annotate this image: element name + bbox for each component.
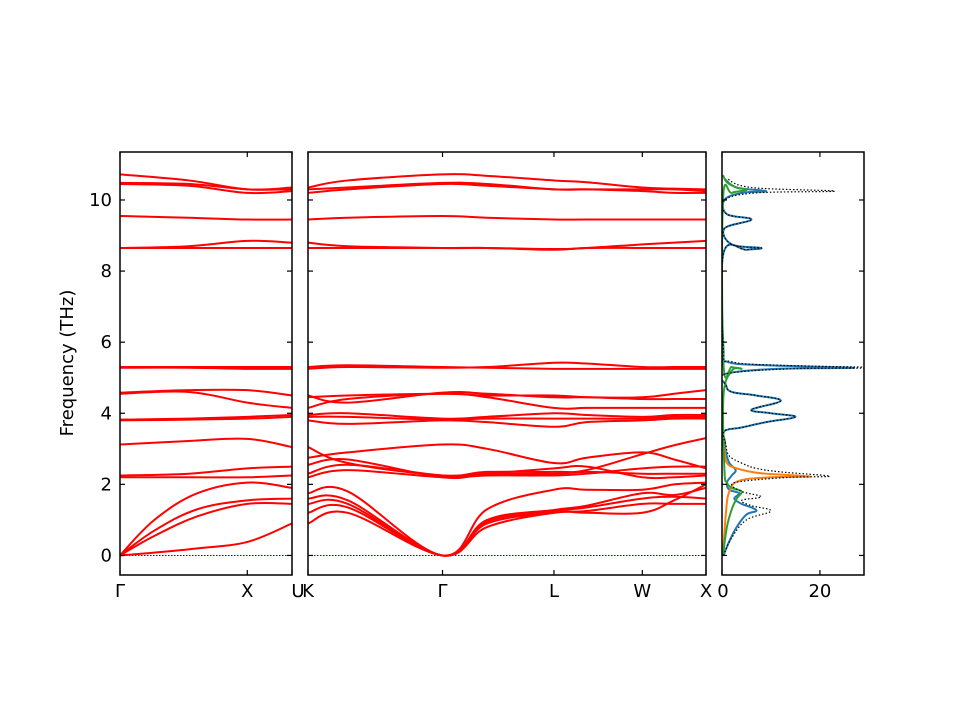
- dos-curve-3: [722, 174, 748, 556]
- x-tick-label: U: [291, 581, 304, 602]
- phonon-band-16: [308, 389, 706, 399]
- x-tick-label: 0: [717, 581, 728, 602]
- y-tick-label: 6: [101, 332, 112, 353]
- phonon-band-13: [308, 412, 706, 420]
- phonon-band-17: [308, 361, 706, 370]
- panel-k-gamma-l-w-x-frame: [307, 151, 707, 576]
- phonon-band-2: [120, 501, 292, 557]
- x-tick-label: W: [633, 581, 651, 602]
- phonon-band-8: [308, 458, 706, 480]
- phonon-band-3: [308, 495, 706, 557]
- y-tick-label: 0: [101, 545, 112, 566]
- phonon-band-19: [120, 173, 292, 191]
- phonon-band-6: [308, 465, 706, 479]
- x-tick-label: L: [549, 581, 559, 602]
- phonon-band-11: [120, 388, 292, 397]
- phonon-band-15: [120, 239, 292, 249]
- phonon-band-12: [308, 415, 706, 421]
- x-tick-label: Γ: [115, 581, 125, 602]
- panel-gamma-x-u-frame: [119, 151, 293, 576]
- phonon-band-4: [120, 481, 292, 557]
- x-tick-label: X: [700, 581, 712, 602]
- phonon-band-3: [120, 497, 292, 557]
- y-tick-label: 2: [101, 474, 112, 495]
- panel-k-gamma-l-w-x-plot-area: [308, 173, 706, 557]
- y-tick-label: 10: [89, 190, 112, 211]
- x-tick-label: 20: [808, 581, 831, 602]
- phonon-band-15: [308, 391, 706, 404]
- y-tick-label: 8: [101, 261, 112, 282]
- phonon-band-5: [120, 474, 292, 479]
- y-tick-label: 4: [101, 403, 112, 424]
- phonon-band-21: [308, 214, 706, 221]
- dos-curve-2: [722, 430, 812, 556]
- phonon-band-14: [308, 392, 706, 410]
- phonon-band-11: [308, 417, 706, 428]
- phonon-band-4: [308, 486, 706, 557]
- phonon-band-10: [308, 443, 706, 470]
- phonon-band-5: [308, 481, 706, 557]
- phonon-band-1: [120, 522, 292, 557]
- dos-curve-4: [722, 178, 864, 556]
- phonon-band-17: [120, 182, 292, 195]
- phonon-band-16: [120, 214, 292, 221]
- phonon-band-20: [308, 239, 706, 251]
- phonon-band-1: [308, 483, 706, 557]
- x-tick-label: X: [241, 581, 253, 602]
- panel-dos-frame: [721, 151, 865, 576]
- phonon-band-7: [120, 437, 292, 449]
- x-tick-label: K: [302, 581, 315, 602]
- phonon-band-24: [308, 173, 706, 191]
- phonon-band-18: [308, 364, 706, 370]
- phonon-band-2: [308, 502, 706, 557]
- phonon-band-9: [308, 437, 706, 477]
- panel-gamma-x-u-plot-area: [120, 173, 292, 557]
- panel-dos-plot-area: [722, 174, 864, 556]
- phonon-band-6: [120, 465, 292, 477]
- dos-curve-1: [722, 177, 856, 556]
- phonon-band-10: [120, 390, 292, 409]
- phonon-band-9: [120, 414, 292, 421]
- x-tick-label: Γ: [438, 581, 448, 602]
- y-axis-label: Frequency (THz): [57, 290, 78, 437]
